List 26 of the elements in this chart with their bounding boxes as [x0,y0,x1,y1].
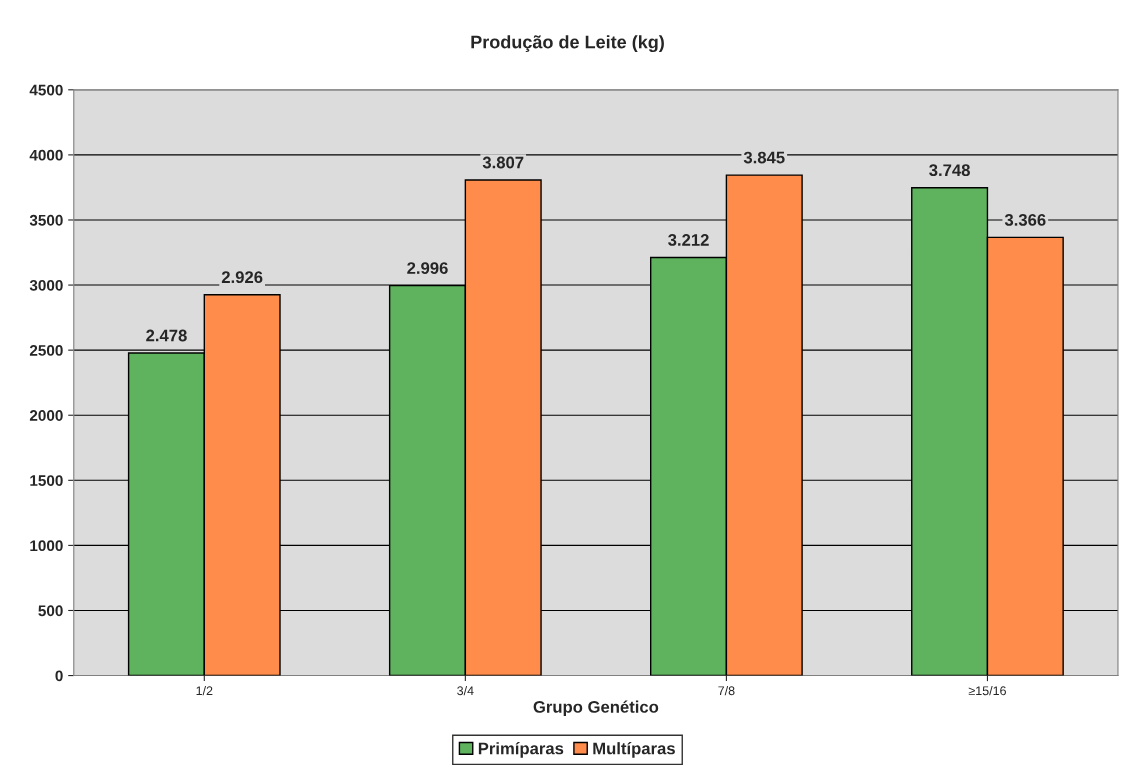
y-tick-label: 4500 [29,84,63,96]
legend-label: Primíparas [478,741,564,758]
chart-title: Produção de Leite (kg) [471,35,664,53]
y-tick-label: 0 [55,670,63,682]
x-tick-label: 7/8 [718,685,735,696]
x-tick-label: 3/4 [457,685,474,696]
y-tick-label: 500 [38,605,63,617]
y-tick-label: 1500 [30,475,63,486]
y-tick-label: 1000 [30,540,63,552]
y-tick-label: 3000 [29,279,63,291]
data-label: 2.478 [146,329,187,342]
x-axis-title: Grupo Genético [533,700,659,717]
y-tick-label: 4000 [29,149,63,161]
data-label: 3.845 [743,151,785,164]
y-tick-label: 2500 [29,345,63,356]
data-label: 2.926 [221,271,263,284]
data-label: 3.212 [668,234,709,246]
y-tick-label: 3500 [29,214,63,226]
legend-label: Multíparas [593,741,675,758]
x-tick-label: 1/2 [196,685,213,696]
data-label: 3.366 [1004,213,1046,226]
y-tick-label: 2000 [29,410,63,421]
data-label: 3.748 [929,164,970,177]
data-label: 3.807 [482,156,524,169]
x-tick-label: ≥15/16 [968,685,1006,696]
data-label: 2.996 [407,262,448,274]
